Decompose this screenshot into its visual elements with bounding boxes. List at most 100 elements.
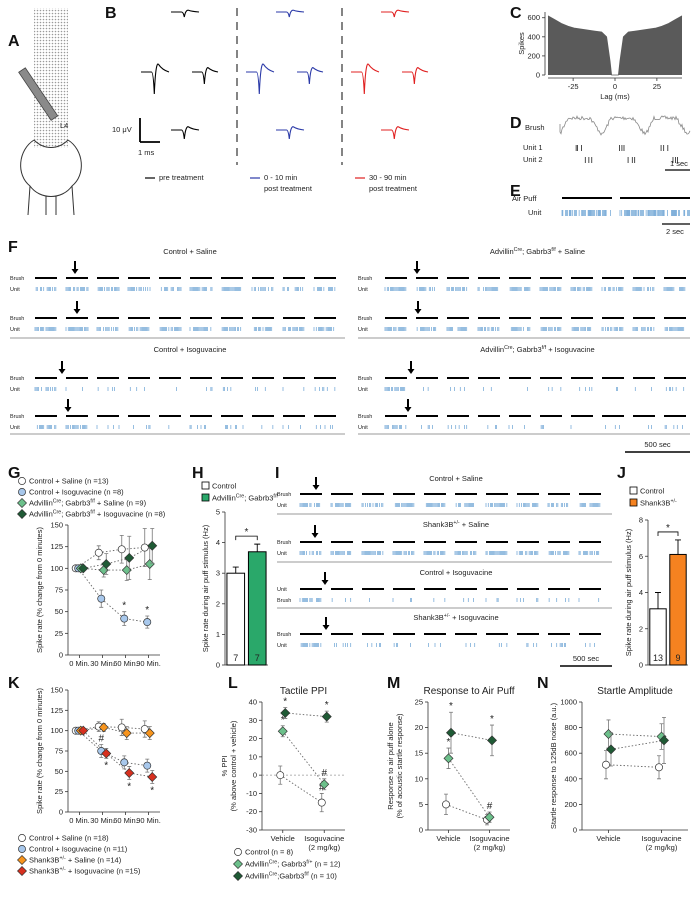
text-run: + Saline: [556, 247, 585, 256]
y-tick-label: 20: [249, 734, 257, 743]
group-title: AdvillinCre; Gabrb3f/f + Isoguvacine: [480, 345, 594, 354]
x-tick-label: Isoguvacine (2 mg/kg): [304, 834, 344, 852]
y-tick-label: -30: [246, 826, 257, 835]
text-run: Advillin: [29, 499, 53, 508]
group-title: AdvillinCre; Gabrb3f/f + Saline: [490, 247, 585, 256]
legend-label: Control + Saline (n =18): [29, 834, 109, 843]
text-run: ; Gabrb3: [277, 860, 306, 869]
superscript: +/-: [59, 856, 66, 862]
marker: [147, 540, 158, 551]
text-line: post treatment: [369, 184, 418, 193]
row-label: Unit: [358, 287, 368, 293]
series-line: [608, 733, 662, 738]
chart-title: Startle Amplitude: [597, 686, 673, 697]
y-tick-label: 6: [639, 552, 643, 561]
series-line: [285, 712, 327, 718]
group-title: Shank3B+/- + Isoguvacine: [413, 613, 498, 622]
text-run: ; Gabrb3: [522, 247, 551, 256]
superscript: +/-: [670, 499, 677, 505]
y-tick-label: 5: [216, 508, 220, 517]
y-axis-label: % PPI(% above control + vehicle): [220, 720, 238, 811]
unit-spikes: [34, 387, 336, 391]
waveform: [351, 63, 380, 95]
superscript: Cre: [269, 872, 278, 878]
bar: [649, 608, 667, 666]
superscript: f/f: [90, 510, 95, 516]
superscript: Cre: [53, 499, 62, 505]
row-label: Brush: [10, 316, 24, 322]
marker: [659, 735, 669, 746]
text-run: + Saline (n =14): [66, 856, 122, 865]
text-run: Shank3B: [29, 856, 59, 865]
text-run: (n = 10): [309, 872, 338, 881]
bar: [226, 572, 246, 666]
superscript: Cre: [53, 510, 62, 516]
y-tick-label: 150: [50, 521, 63, 530]
text-line: pre treatment: [159, 173, 205, 182]
waveform: [171, 126, 200, 140]
text-run: Advillin: [212, 494, 236, 503]
y-tick-label: 800: [564, 723, 577, 732]
x-tick-label: 0: [613, 82, 617, 91]
legend-swatch: [629, 486, 638, 495]
y-tick-label: 150: [50, 686, 63, 695]
superscript: f/f: [273, 494, 278, 500]
marker: [17, 855, 27, 865]
y-tick-label: 200: [527, 51, 540, 60]
text-run: Shank3B: [640, 499, 670, 508]
marker: [97, 594, 106, 603]
text-run: Advillin: [245, 872, 269, 881]
legend-label: pre treatment: [159, 173, 205, 182]
significance-label: *: [666, 523, 670, 534]
panel-label: N: [537, 675, 549, 692]
legend-label: 30 - 90 min post treatment: [369, 173, 418, 193]
marker: [18, 834, 26, 842]
superscript: f/f: [304, 872, 309, 878]
y-tick-label: 50: [55, 607, 63, 616]
error-bar: [232, 566, 239, 574]
text-line: Response to air puff alone: [386, 722, 395, 809]
text-run: + Isoguvacine (n =15): [66, 867, 141, 876]
y-tick-label: 600: [564, 749, 577, 758]
panel-label: H: [192, 465, 204, 482]
row-label: Brush: [358, 276, 372, 282]
bar: [247, 551, 267, 666]
brush-trace: [559, 115, 691, 136]
significance-bracket: [657, 531, 679, 536]
unit-spikes: [575, 145, 669, 151]
row-label: Brush: [10, 276, 24, 282]
group-title: Control + Saline: [163, 247, 217, 256]
row-label: Brush: [277, 540, 291, 546]
body-outline: [20, 139, 82, 216]
text-line: Isoguvacine: [304, 834, 344, 843]
marker: [446, 727, 456, 738]
y-tick-label: 10: [249, 752, 257, 761]
trace-label: Brush: [525, 123, 545, 132]
annotation: #: [319, 782, 325, 793]
unit-spikes: [619, 210, 690, 216]
marker: [140, 543, 149, 552]
marker: [147, 772, 158, 783]
x-tick-label: 30 Min.: [90, 659, 115, 668]
annotation: *: [325, 700, 329, 711]
group-title: Control + Isoguvacine: [154, 345, 227, 354]
marker: [17, 866, 27, 876]
text-run: + Saline (n =9): [95, 499, 147, 508]
marker: [18, 477, 26, 485]
superscript: f/+: [306, 860, 312, 866]
series-line: [610, 739, 665, 750]
row-label: Unit: [10, 387, 20, 393]
marker: [120, 614, 129, 623]
marker: [143, 618, 152, 627]
y-axis-label: Response to air puff alone(% of acoustic…: [386, 713, 404, 819]
unit-spikes: [299, 503, 601, 507]
significance-label: *: [245, 527, 249, 538]
chart-title: Tactile PPI: [280, 686, 327, 697]
panel-label: K: [8, 675, 20, 692]
text-line: 0 - 10 min: [264, 173, 297, 182]
panel-label: D: [510, 115, 522, 132]
panel-label: L: [228, 675, 238, 692]
text-line: (% above control + vehicle): [229, 720, 238, 811]
legend-label: Shank3B+/- + Isoguvacine (n =15): [29, 867, 141, 876]
